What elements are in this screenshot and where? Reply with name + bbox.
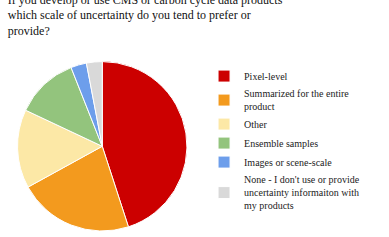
svg-text:Summarized for the entireprodu: Summarized for the entireproduct [244, 88, 349, 112]
svg-text:Pixel-level: Pixel-level [244, 71, 288, 82]
svg-text:Other: Other [244, 119, 267, 130]
svg-text:Ensemble samples: Ensemble samples [244, 138, 318, 149]
svg-text:If you develop or use CMS or c: If you develop or use CMS or carbon cycl… [8, 0, 283, 38]
svg-text:Images or scene-scale: Images or scene-scale [244, 157, 332, 168]
svg-text:None - I don't use or provideu: None - I don't use or provideuncertainty… [244, 174, 360, 211]
